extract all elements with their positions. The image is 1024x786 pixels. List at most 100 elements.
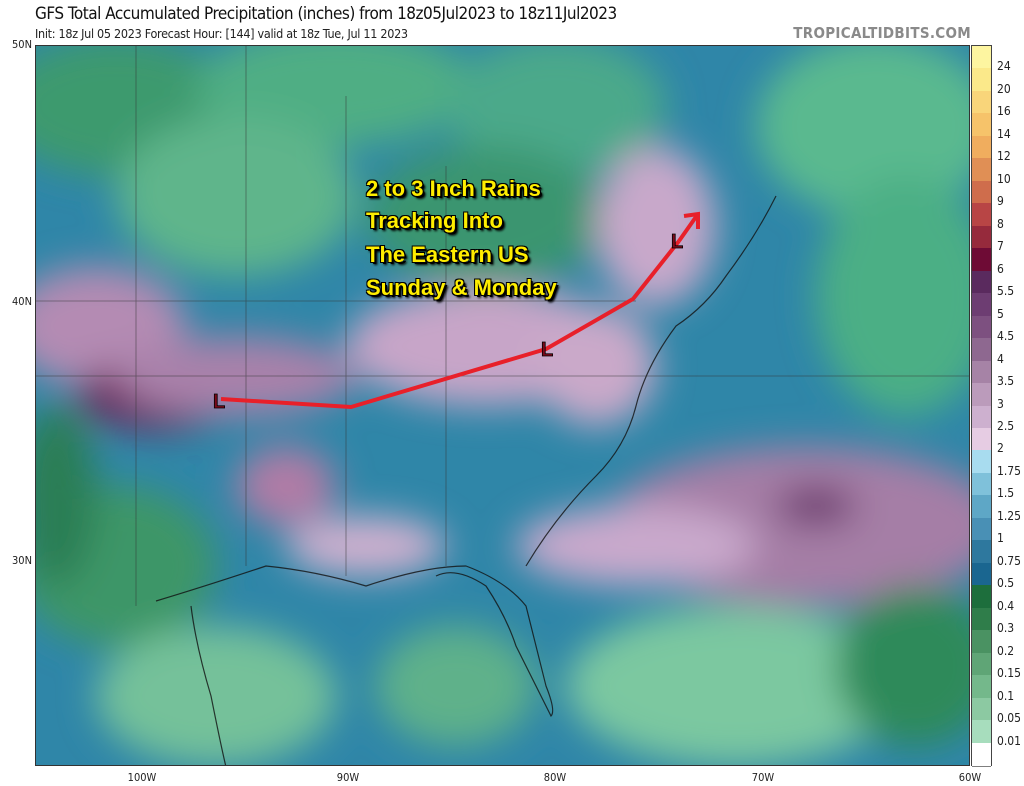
east-coastline (525, 195, 777, 567)
colorbar-label: 10 (997, 171, 1011, 186)
colorbar-segment (972, 248, 991, 273)
texas-coastline (190, 605, 227, 765)
colorbar-label: 4.5 (997, 329, 1015, 344)
colorbar-segment (972, 180, 991, 205)
colorbar-segment (972, 540, 991, 565)
colorbar-label: 2.5 (997, 418, 1015, 433)
colorbar-label: 0.5 (997, 576, 1015, 591)
colorbar-label: 7 (997, 239, 1004, 254)
precip-area (756, 46, 969, 216)
annotation-line-3: The Eastern US (366, 242, 529, 267)
colorbar-label: 8 (997, 216, 1004, 231)
colorbar-segment (972, 405, 991, 430)
precip-area (776, 486, 856, 526)
colorbar-label: 12 (997, 149, 1011, 164)
map-subtitle: Init: 18z Jul 05 2023 Forecast Hour: [14… (35, 26, 408, 41)
colorbar-label: 1.25 (997, 508, 1022, 523)
colorbar-label: 24 (997, 59, 1011, 74)
colorbar-label: 3 (997, 396, 1004, 411)
colorbar-segment (972, 383, 991, 407)
state-borders (36, 46, 969, 606)
colorbar-label: 9 (997, 194, 1004, 209)
low-pressure-marker: L (671, 231, 683, 253)
lon-label-60w: 60W (958, 771, 982, 784)
colorbar-label: 16 (997, 104, 1011, 119)
lon-label-70w: 70W (751, 771, 775, 784)
colorbar-label: 0.75 (997, 553, 1022, 568)
colorbar-segment (972, 113, 991, 138)
precip-area (366, 146, 606, 286)
precip-area (596, 146, 716, 306)
lat-label-40n: 40N (12, 295, 32, 308)
annotation-line-4: Sunday & Monday (366, 275, 557, 300)
annotation-line-1: 2 to 3 Inch Rains (366, 176, 541, 201)
colorbar-segment (972, 652, 991, 677)
colorbar-segment (972, 158, 991, 183)
colorbar-segment (972, 90, 991, 115)
colorbar-segment (972, 562, 991, 587)
colorbar-label: 5 (997, 306, 1004, 321)
colorbar-segment (972, 675, 991, 700)
colorbar-label: 0.1 (997, 688, 1015, 703)
colorbar-label: 1 (997, 531, 1004, 546)
colorbar-label: 0.2 (997, 643, 1015, 658)
colorbar-segment (972, 630, 991, 655)
precip-area (566, 606, 906, 765)
colorbar-label: 1.75 (997, 463, 1022, 478)
colorbar-segment (972, 203, 991, 228)
colorbar-segment (972, 427, 991, 452)
colorbar-label: 5.5 (997, 284, 1015, 299)
colorbar-segment (972, 472, 991, 497)
precip-field: L L L (36, 46, 969, 765)
colorbar (971, 45, 992, 767)
colorbar-segment (972, 360, 991, 385)
colorbar-segment (972, 720, 991, 745)
colorbar-segment (972, 270, 991, 295)
track-arrow-icon (677, 211, 700, 243)
colorbar-label: 0.4 (997, 598, 1015, 613)
colorbar-segment (972, 742, 991, 767)
colorbar-label: 3.5 (997, 374, 1015, 389)
track-line (220, 239, 681, 410)
annotation-line-2: Tracking Into (366, 208, 503, 233)
colorbar-segment (972, 495, 991, 520)
colorbar-label: 0.01 (997, 733, 1022, 748)
colorbar-label: 4 (997, 351, 1004, 366)
colorbar-label: 0.15 (997, 666, 1022, 681)
lon-label-90w: 90W (336, 771, 360, 784)
colorbar-segment (972, 46, 991, 70)
precipitation-map: L L L 2 to 3 Inch Rains Tracking Into The … (35, 45, 970, 766)
map-title: GFS Total Accumulated Precipitation (inc… (35, 4, 617, 24)
colorbar-segment (972, 607, 991, 632)
low-pressure-marker: L (213, 391, 225, 413)
precip-area (236, 446, 336, 526)
colorbar-segment (972, 517, 991, 542)
precip-area (446, 46, 666, 176)
colorbar-segment (972, 135, 991, 160)
colorbar-segment (972, 225, 991, 250)
colorbar-label: 0.05 (997, 711, 1022, 726)
colorbar-label: 2 (997, 441, 1004, 456)
lat-label-30n: 30N (12, 554, 32, 567)
colorbar-segment (972, 293, 991, 318)
colorbar-label: 14 (997, 126, 1011, 141)
watermark: TROPICALTIDBITS.COM (793, 24, 971, 42)
storm-track: L L L (213, 211, 700, 413)
colorbar-segment (972, 450, 991, 475)
colorbar-segment (972, 585, 991, 610)
gulf-coastline (155, 565, 554, 718)
precip-area (536, 306, 656, 426)
colorbar-segment (972, 697, 991, 722)
precip-area (96, 626, 336, 765)
precip-area (116, 116, 356, 276)
colorbar-label: 20 (997, 81, 1011, 96)
precip-area (836, 586, 969, 746)
lat-label-50n: 50N (12, 38, 32, 51)
lon-label-80w: 80W (543, 771, 567, 784)
low-pressure-marker: L (541, 339, 553, 361)
colorbar-segment (972, 315, 991, 340)
colorbar-segment (972, 68, 991, 93)
colorbar-label: 1.5 (997, 486, 1015, 501)
precip-area (376, 626, 536, 746)
